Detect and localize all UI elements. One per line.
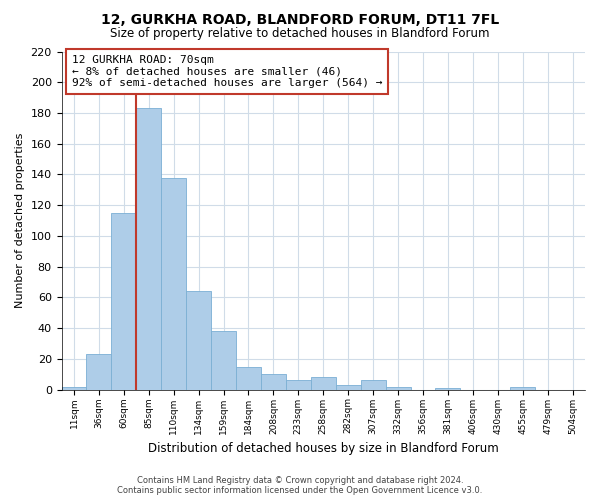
Bar (261, 374, 286, 390)
Text: 12 GURKHA ROAD: 70sqm
← 8% of detached houses are smaller (46)
92% of semi-detac: 12 GURKHA ROAD: 70sqm ← 8% of detached h… (72, 55, 382, 88)
Bar (211, 331, 236, 390)
Bar (336, 385, 361, 390)
Bar (86, 354, 112, 390)
Bar (186, 292, 211, 390)
Text: 12, GURKHA ROAD, BLANDFORD FORUM, DT11 7FL: 12, GURKHA ROAD, BLANDFORD FORUM, DT11 7… (101, 12, 499, 26)
Bar (311, 378, 336, 390)
Bar (510, 386, 535, 390)
Bar (62, 386, 86, 390)
Text: Contains HM Land Registry data © Crown copyright and database right 2024.
Contai: Contains HM Land Registry data © Crown c… (118, 476, 482, 495)
Bar (112, 213, 136, 390)
Bar (286, 380, 311, 390)
Bar (436, 388, 460, 390)
Bar (236, 366, 261, 390)
X-axis label: Distribution of detached houses by size in Blandford Forum: Distribution of detached houses by size … (148, 442, 499, 455)
Bar (161, 178, 186, 390)
Y-axis label: Number of detached properties: Number of detached properties (15, 133, 25, 308)
Bar (361, 380, 386, 390)
Bar (136, 108, 161, 390)
Bar (386, 386, 410, 390)
Text: Size of property relative to detached houses in Blandford Forum: Size of property relative to detached ho… (110, 28, 490, 40)
